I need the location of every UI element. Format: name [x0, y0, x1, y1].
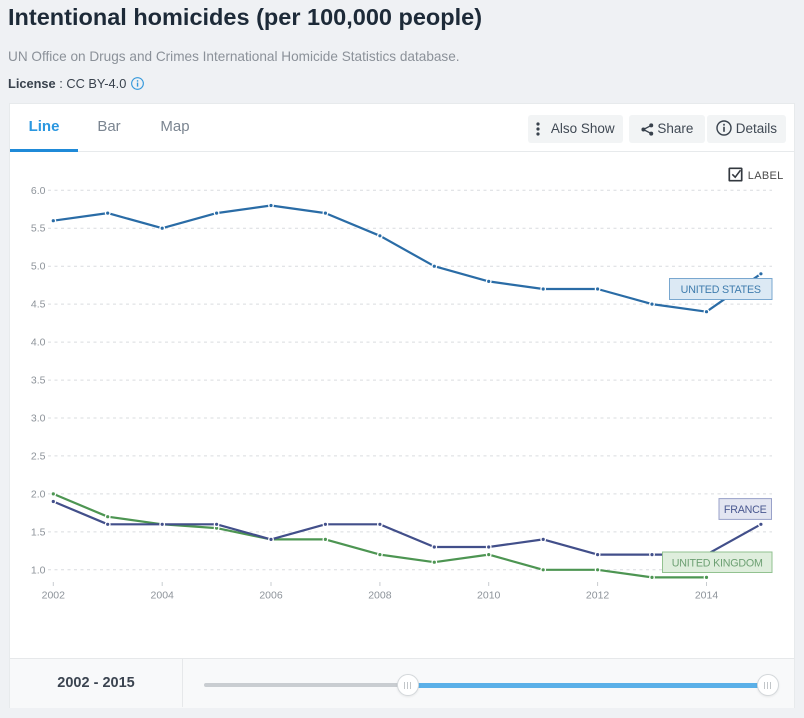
svg-text:6.0: 6.0: [31, 185, 46, 197]
svg-text:2014: 2014: [695, 590, 719, 602]
svg-text:1.5: 1.5: [31, 526, 46, 538]
svg-text:UNITED KINGDOM: UNITED KINGDOM: [672, 557, 763, 569]
svg-text:5.0: 5.0: [31, 261, 46, 273]
svg-text:2010: 2010: [477, 590, 501, 602]
svg-text:4.0: 4.0: [31, 337, 46, 349]
svg-text:4.5: 4.5: [31, 299, 46, 311]
svg-text:3.0: 3.0: [31, 413, 46, 425]
svg-text:5.5: 5.5: [31, 223, 46, 235]
svg-text:1.0: 1.0: [31, 564, 46, 576]
svg-text:2.0: 2.0: [31, 488, 46, 500]
svg-text:2012: 2012: [586, 590, 610, 602]
svg-text:2004: 2004: [151, 590, 175, 602]
svg-text:FRANCE: FRANCE: [724, 504, 767, 516]
svg-text:UNITED STATES: UNITED STATES: [681, 284, 761, 296]
svg-text:LABEL: LABEL: [748, 170, 784, 182]
svg-text:3.5: 3.5: [31, 375, 46, 387]
svg-text:2.5: 2.5: [31, 450, 46, 462]
svg-text:2002: 2002: [42, 590, 66, 602]
svg-text:2008: 2008: [368, 590, 392, 602]
svg-text:2006: 2006: [259, 590, 283, 602]
